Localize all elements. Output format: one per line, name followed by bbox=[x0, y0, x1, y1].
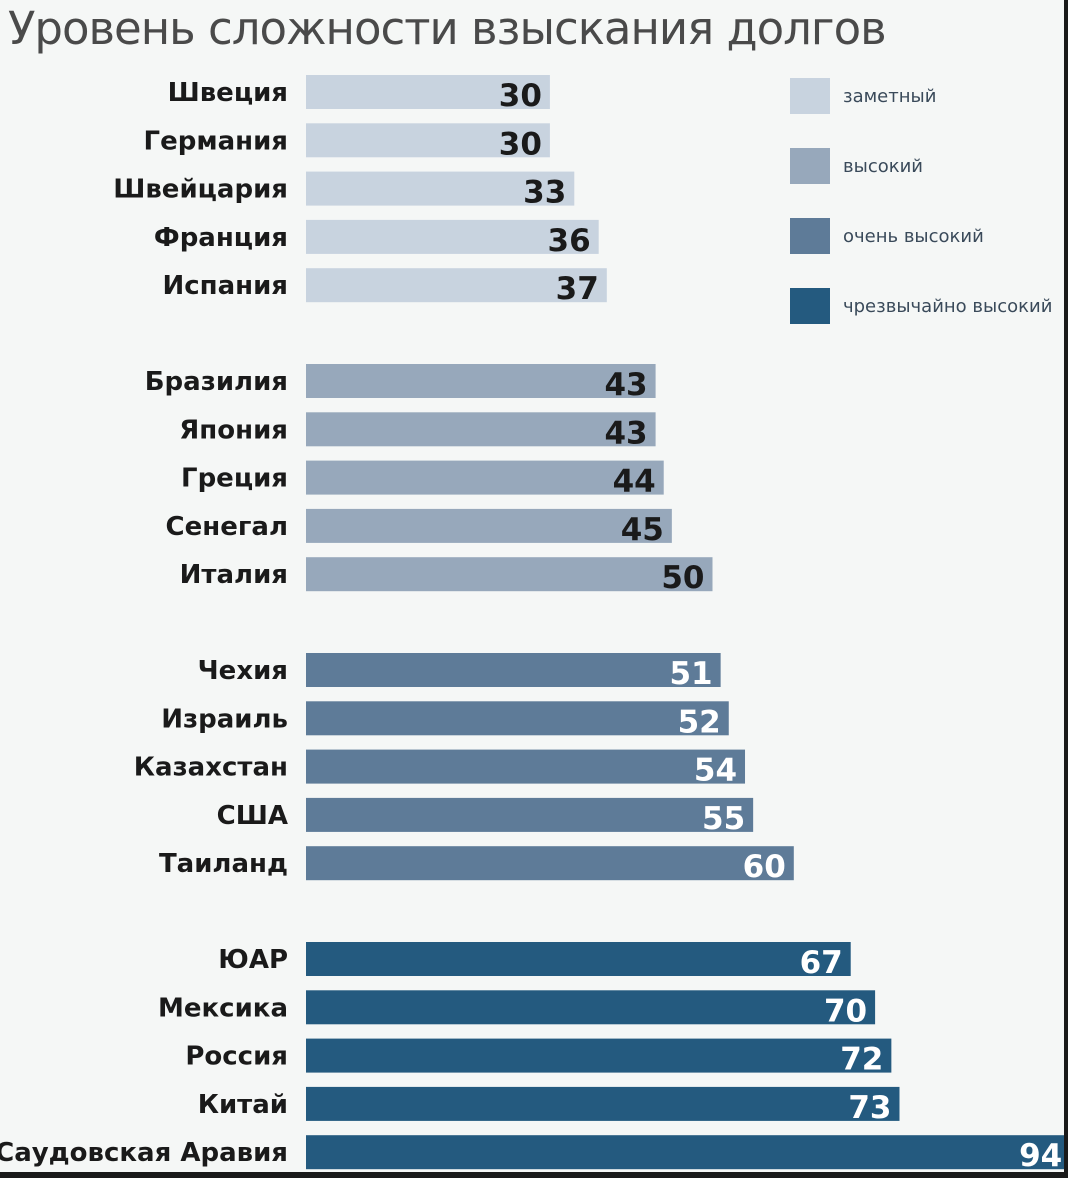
legend-label: высокий bbox=[843, 156, 923, 177]
bar bbox=[306, 268, 607, 303]
value-label: 73 bbox=[848, 1090, 891, 1126]
bar bbox=[306, 460, 664, 495]
value-label: 43 bbox=[604, 415, 647, 451]
category-label: Германия bbox=[144, 126, 289, 156]
value-label: 94 bbox=[1019, 1138, 1062, 1174]
bar bbox=[306, 701, 729, 736]
category-label: США bbox=[217, 801, 288, 831]
value-label: 30 bbox=[499, 126, 542, 162]
bar bbox=[306, 123, 550, 158]
category-label: Таиланд bbox=[159, 849, 288, 879]
category-label: Чехия bbox=[198, 656, 288, 686]
chart-title: Уровень сложности взыскания долгов bbox=[8, 2, 887, 55]
frame-border-right bbox=[1064, 0, 1068, 1178]
category-label: Италия bbox=[180, 560, 288, 590]
value-label: 55 bbox=[702, 801, 745, 837]
legend-swatch bbox=[790, 288, 830, 324]
legend-label: чрезвычайно высокий bbox=[843, 296, 1052, 317]
bar bbox=[306, 797, 754, 832]
category-label: Швейцария bbox=[113, 175, 288, 205]
category-label: Испания bbox=[162, 271, 288, 301]
value-label: 43 bbox=[604, 367, 647, 403]
bar bbox=[306, 1086, 900, 1121]
value-label: 30 bbox=[499, 78, 542, 114]
value-label: 50 bbox=[661, 560, 704, 596]
value-label: 37 bbox=[556, 271, 599, 307]
category-label: Греция bbox=[181, 464, 288, 494]
value-label: 51 bbox=[669, 656, 712, 692]
value-label: 36 bbox=[548, 223, 591, 259]
category-label: Швеция bbox=[168, 78, 288, 108]
bar bbox=[306, 749, 746, 784]
bar bbox=[306, 990, 876, 1025]
value-label: 70 bbox=[824, 993, 867, 1029]
legend-label: очень высокий bbox=[843, 226, 984, 247]
category-label: Бразилия bbox=[145, 367, 288, 397]
value-label: 45 bbox=[621, 512, 664, 548]
bar bbox=[306, 942, 851, 976]
legend-label: заметный bbox=[843, 86, 936, 107]
bar bbox=[306, 412, 656, 447]
frame-border-bottom bbox=[0, 1172, 1068, 1178]
category-label: Китай bbox=[198, 1090, 288, 1120]
category-label: Япония bbox=[179, 415, 288, 445]
category-label: Франция bbox=[154, 223, 288, 253]
bar bbox=[306, 508, 672, 543]
value-label: 33 bbox=[523, 175, 566, 211]
category-label: Мексика bbox=[158, 993, 288, 1023]
value-label: 72 bbox=[840, 1042, 883, 1078]
bar bbox=[306, 75, 550, 109]
category-label: Россия bbox=[185, 1042, 288, 1072]
bar bbox=[306, 364, 656, 398]
category-label: Сенегал bbox=[166, 512, 288, 542]
category-label: Казахстан bbox=[134, 753, 288, 783]
value-label: 44 bbox=[613, 464, 656, 500]
bar bbox=[306, 219, 599, 254]
legend-swatch bbox=[790, 218, 830, 254]
bar bbox=[306, 1038, 892, 1073]
legend-swatch bbox=[790, 78, 830, 114]
value-label: 52 bbox=[678, 704, 721, 740]
value-label: 54 bbox=[694, 753, 737, 789]
bar bbox=[306, 557, 713, 592]
value-label: 60 bbox=[743, 849, 786, 885]
legend-swatch bbox=[790, 148, 830, 184]
bar bbox=[306, 1135, 1068, 1170]
bar bbox=[306, 171, 575, 206]
category-label: Израиль bbox=[161, 704, 288, 734]
bar bbox=[306, 846, 794, 881]
category-label: ЮАР bbox=[218, 945, 288, 975]
category-label: Саудовская Аравия bbox=[0, 1138, 288, 1168]
bar bbox=[306, 653, 721, 687]
value-label: 67 bbox=[800, 945, 843, 981]
